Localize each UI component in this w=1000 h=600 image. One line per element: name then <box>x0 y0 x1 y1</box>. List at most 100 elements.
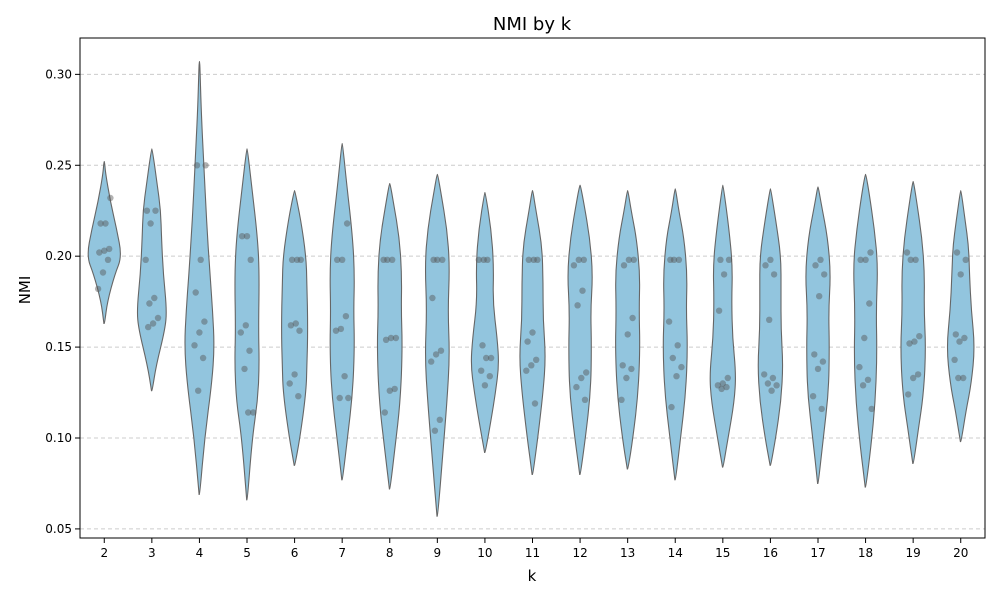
point-k-14 <box>674 342 681 349</box>
point-k-2 <box>106 245 113 253</box>
point-k-10 <box>478 367 485 374</box>
point-k-14 <box>678 363 685 371</box>
point-k-15 <box>715 307 723 314</box>
point-k-19 <box>910 374 917 382</box>
point-k-5 <box>250 409 257 416</box>
point-k-11 <box>530 256 537 263</box>
y-axis-title: NMI <box>16 276 34 305</box>
point-k-10 <box>475 256 482 263</box>
y-tick-label: 0.10 <box>45 431 72 445</box>
violin-k-2 <box>87 161 121 325</box>
point-k-13 <box>623 374 630 382</box>
point-k-17 <box>819 358 827 365</box>
point-k-12 <box>579 287 586 294</box>
point-k-10 <box>480 256 487 263</box>
point-k-20 <box>962 256 969 263</box>
point-k-3 <box>154 314 162 322</box>
point-k-4 <box>193 162 201 169</box>
point-k-17 <box>809 393 817 400</box>
point-k-4 <box>196 329 203 336</box>
point-k-11 <box>534 256 541 263</box>
point-k-20 <box>953 249 961 256</box>
violin-k-13 <box>615 190 641 470</box>
point-k-17 <box>818 405 825 413</box>
point-k-13 <box>630 256 637 263</box>
point-k-18 <box>866 300 873 307</box>
point-k-6 <box>295 393 302 400</box>
point-k-7 <box>337 325 345 333</box>
point-k-17 <box>812 262 819 269</box>
point-k-16 <box>762 262 769 269</box>
point-k-9 <box>434 256 441 263</box>
point-k-4 <box>197 256 204 263</box>
point-k-9 <box>437 347 445 354</box>
point-k-14 <box>675 256 683 263</box>
point-k-12 <box>583 369 590 376</box>
point-k-10 <box>483 354 490 362</box>
point-k-20 <box>960 374 967 382</box>
point-k-7 <box>334 256 341 263</box>
point-k-7 <box>339 256 346 263</box>
point-k-8 <box>389 256 396 263</box>
point-k-15 <box>719 380 726 387</box>
y-tick-label: 0.15 <box>45 340 72 354</box>
x-tick-label: 12 <box>572 546 587 560</box>
point-k-9 <box>432 351 440 358</box>
point-k-19 <box>912 256 919 263</box>
chart-title: NMI by k <box>493 14 572 35</box>
point-k-6 <box>288 256 296 263</box>
point-k-18 <box>864 376 872 383</box>
point-k-7 <box>342 313 350 320</box>
point-k-12 <box>578 374 585 382</box>
point-k-19 <box>906 340 913 347</box>
data-points <box>94 162 969 434</box>
violin-k-9 <box>424 173 450 517</box>
point-k-9 <box>430 256 437 263</box>
point-k-10 <box>484 256 491 263</box>
point-k-8 <box>381 409 388 416</box>
point-k-12 <box>580 256 587 263</box>
point-k-17 <box>816 293 823 300</box>
point-k-6 <box>286 380 293 387</box>
x-tick-label: 7 <box>338 546 346 560</box>
point-k-2 <box>96 249 103 256</box>
point-k-2 <box>97 220 104 227</box>
point-k-12 <box>581 396 589 403</box>
point-k-18 <box>861 334 868 342</box>
point-k-14 <box>668 403 675 411</box>
point-k-11 <box>524 338 531 345</box>
point-k-19 <box>911 338 918 345</box>
point-k-20 <box>955 374 962 382</box>
point-k-7 <box>345 394 352 402</box>
point-k-13 <box>625 256 633 263</box>
point-k-20 <box>951 356 958 363</box>
point-k-18 <box>868 405 875 413</box>
point-k-11 <box>523 367 530 374</box>
y-tick-label: 0.30 <box>45 67 72 81</box>
violin-k-7 <box>329 142 355 481</box>
point-k-19 <box>903 249 911 256</box>
violin-k-15 <box>709 184 736 468</box>
point-k-14 <box>670 256 678 263</box>
point-k-4 <box>199 354 207 362</box>
point-k-6 <box>292 320 299 327</box>
point-k-16 <box>769 374 777 382</box>
violin-k-11 <box>519 190 546 475</box>
violin-k-10 <box>470 191 499 454</box>
point-k-11 <box>531 400 539 407</box>
point-k-18 <box>856 363 863 371</box>
point-k-3 <box>151 294 158 302</box>
y-tick-label: 0.05 <box>45 522 72 536</box>
point-k-12 <box>575 256 582 263</box>
violin-k-18 <box>853 173 878 488</box>
point-k-6 <box>296 327 303 334</box>
violin-k-12 <box>567 184 593 475</box>
violin-k-6 <box>281 190 309 466</box>
point-k-13 <box>629 314 636 322</box>
point-k-2 <box>104 256 112 263</box>
x-tick-label: 3 <box>148 546 156 560</box>
point-k-10 <box>481 382 489 389</box>
point-k-8 <box>380 256 387 263</box>
x-tick-label: 18 <box>858 546 873 560</box>
point-k-15 <box>717 256 724 263</box>
